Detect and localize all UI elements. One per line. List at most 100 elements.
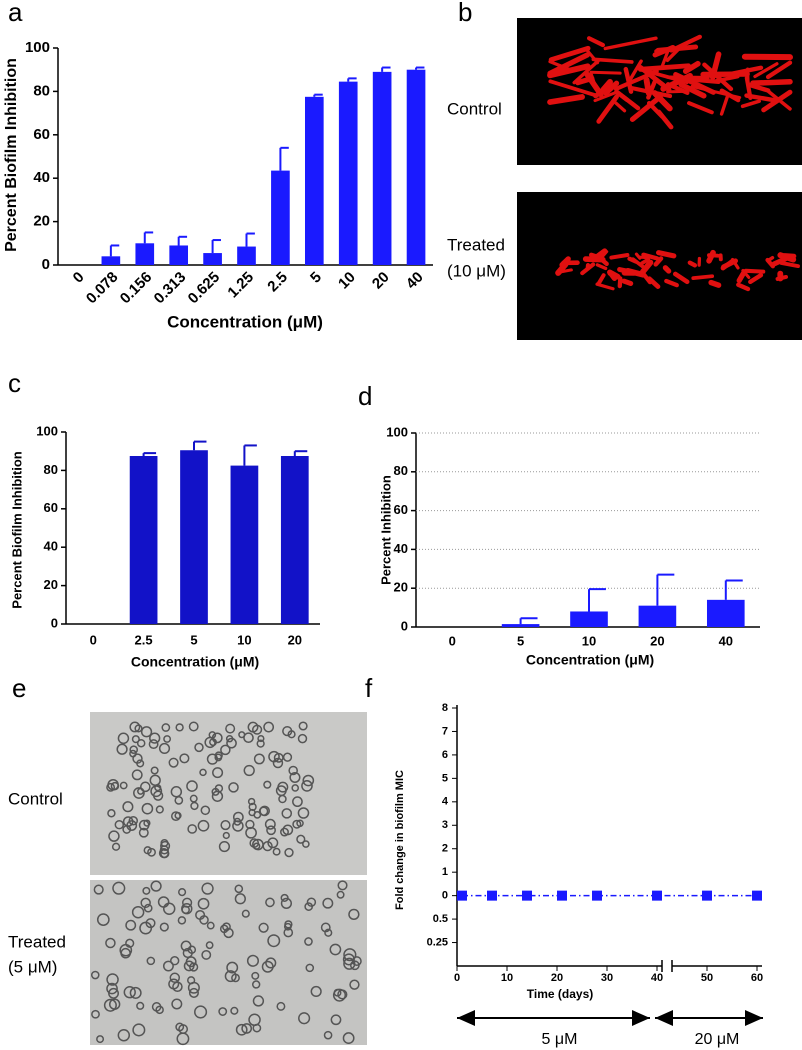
bar [501, 624, 540, 627]
cell [284, 847, 294, 858]
fiber [614, 101, 627, 113]
cell [129, 721, 141, 733]
fiber [708, 279, 722, 288]
cell [252, 995, 265, 1007]
cell [222, 922, 231, 932]
fiber [631, 257, 646, 269]
annotation: 20 μM [695, 1031, 740, 1048]
fiber [596, 94, 619, 124]
cell [301, 780, 313, 792]
fiber [609, 253, 630, 260]
y-tick-label: 100 [25, 39, 50, 56]
x-tick-label: 2.5 [264, 269, 291, 296]
cell [120, 947, 131, 959]
fiber [591, 57, 634, 64]
fiber [691, 274, 715, 280]
x-tick-label: 0 [454, 972, 460, 984]
cell [201, 882, 214, 895]
fiber [690, 84, 742, 100]
fiber [621, 278, 634, 286]
fiber [596, 273, 606, 286]
fiber [607, 271, 620, 280]
x-tick-label: 20 [369, 269, 393, 293]
cell [129, 986, 142, 999]
cell [336, 890, 345, 899]
cell [288, 765, 298, 776]
cell [179, 753, 190, 764]
cell [351, 956, 362, 967]
fiber [741, 268, 751, 279]
fiber [586, 36, 606, 48]
image-texture [90, 34, 800, 1046]
cell [158, 847, 170, 859]
cell [245, 819, 255, 830]
panel-label: a [8, 0, 23, 27]
x-tick-label: 0.625 [185, 269, 224, 308]
cell [119, 781, 128, 790]
cell [188, 987, 199, 998]
cell [105, 937, 116, 949]
fiber [641, 252, 660, 261]
cell [169, 972, 181, 984]
cell [155, 1005, 164, 1015]
fiber [664, 278, 679, 288]
cell [147, 847, 156, 857]
cell [117, 1029, 131, 1042]
cell [330, 1014, 342, 1026]
cell [194, 1005, 208, 1019]
fiber [765, 257, 776, 269]
cell [265, 957, 277, 969]
x-tick-label: 20 [551, 972, 563, 984]
y-tick-label: 0 [442, 890, 448, 902]
cell [131, 735, 140, 744]
y-tick-label: 40 [33, 169, 50, 186]
cell [337, 880, 348, 891]
cell [256, 739, 265, 748]
cell [232, 811, 244, 823]
fiber [580, 262, 596, 276]
panel-label: e [12, 673, 26, 703]
x-tick-label: 1.25 [224, 269, 257, 302]
y-tick-label: 40 [394, 541, 408, 556]
cell [241, 1023, 253, 1034]
fiber [662, 265, 672, 274]
cell [143, 903, 153, 913]
fiber [614, 89, 641, 111]
cell [125, 919, 137, 931]
cell [238, 731, 246, 739]
cell [96, 1035, 105, 1044]
cell [212, 767, 224, 779]
cell [276, 1001, 286, 1011]
x-tick-label: 0 [90, 632, 97, 647]
fiber [779, 261, 800, 269]
fiber [595, 282, 615, 291]
cell [107, 809, 116, 818]
cell [162, 960, 174, 972]
cell [108, 987, 119, 999]
cell [136, 1001, 145, 1010]
y-tick-label: 7 [442, 725, 448, 737]
fiber [666, 89, 689, 94]
x-tick-label: 0 [449, 633, 456, 648]
cell [158, 742, 171, 755]
cell [143, 819, 151, 827]
fiber [640, 259, 654, 275]
cell [292, 796, 303, 808]
cell [163, 735, 172, 743]
image-label: Treated [8, 932, 66, 951]
cell [283, 922, 292, 931]
y-tick-label: 80 [33, 82, 50, 99]
cell [324, 928, 333, 937]
cell [342, 1032, 355, 1044]
y-tick-label: 4 [442, 796, 449, 808]
cell [180, 940, 192, 952]
fiber [687, 101, 714, 115]
y-tick-label: 0 [51, 615, 58, 630]
fiber [687, 260, 698, 268]
x-tick-label: 30 [601, 972, 613, 984]
image-label: Treated [447, 235, 505, 254]
bar [169, 245, 189, 265]
cell [349, 979, 360, 990]
y-tick-label: 60 [44, 500, 58, 515]
fiber [629, 94, 663, 122]
